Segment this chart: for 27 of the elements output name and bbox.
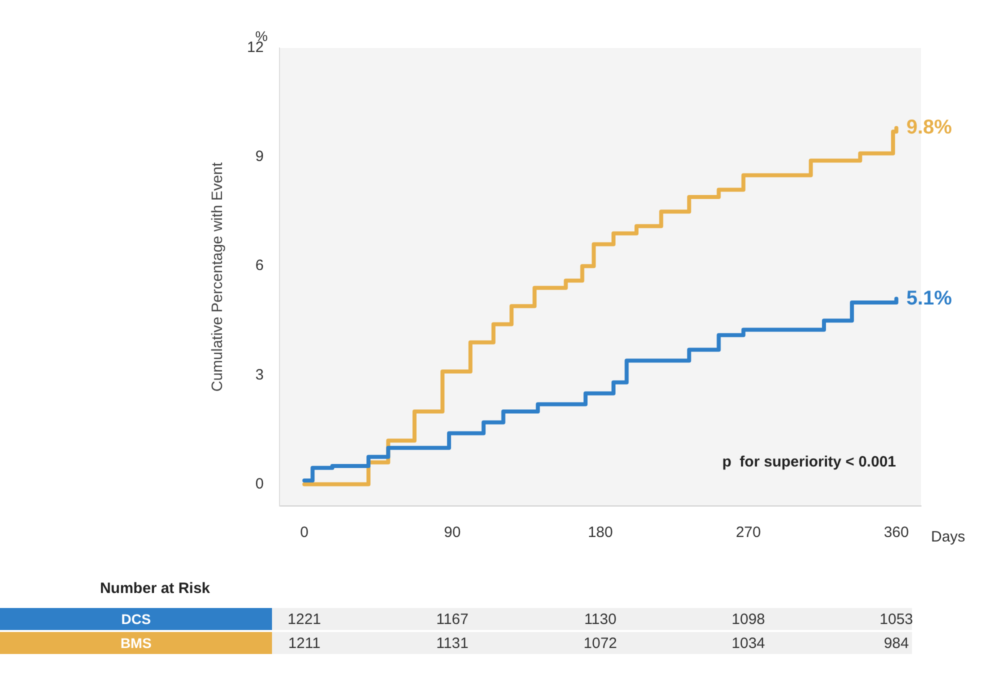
text: DCS — [0, 608, 272, 630]
y-tick-label: 3 — [255, 366, 264, 384]
x-tick-label: 360 — [884, 524, 909, 542]
y-tick-label: 0 — [255, 475, 264, 492]
text: 1098 — [732, 611, 766, 628]
text: 1053 — [880, 611, 914, 628]
data-label: 5.1% — [906, 287, 952, 310]
text: 1034 — [732, 635, 766, 652]
y-tick-label: 6 — [255, 257, 264, 274]
x-tick-label: 180 — [588, 524, 613, 542]
x-axis-title: Days — [931, 528, 966, 546]
text: Number at Risk — [100, 580, 210, 597]
x-tick-label: 0 — [300, 524, 309, 542]
y-tick-label: 9 — [255, 148, 264, 166]
text: 1130 — [584, 611, 616, 628]
text: 1072 — [584, 635, 618, 652]
text: 1221 — [288, 611, 322, 628]
text: 1211 — [288, 635, 320, 652]
text: 1167 — [436, 611, 468, 628]
text: 1131 — [436, 635, 468, 652]
annotation: p for superiority < 0.001 — [722, 454, 896, 471]
text: BMS — [0, 632, 272, 654]
x-tick-label: 90 — [444, 524, 461, 542]
text: 984 — [884, 635, 909, 652]
data-label: 9.8% — [906, 116, 952, 138]
y-axis-title: Cumulative Percentage with Event — [209, 162, 226, 392]
x-tick-label: 270 — [736, 524, 761, 542]
